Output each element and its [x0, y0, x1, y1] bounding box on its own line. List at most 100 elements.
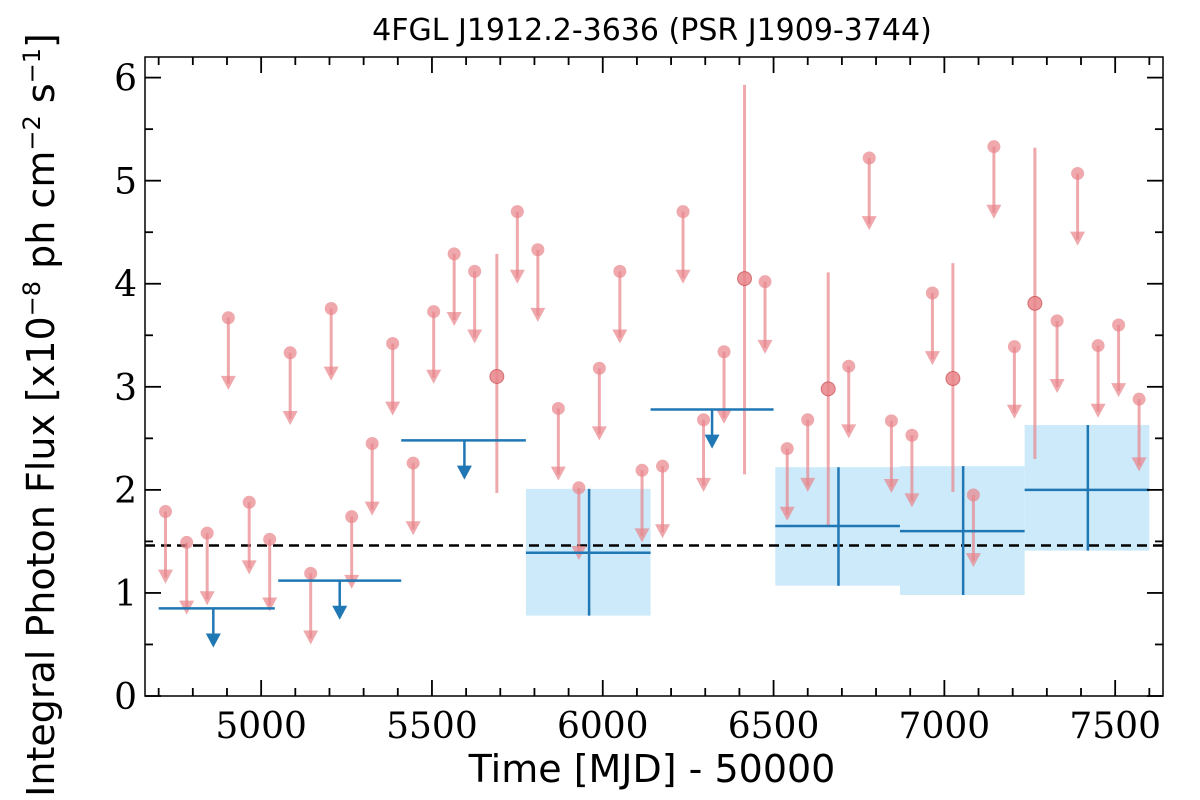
- y-axis-label-exponent: −8: [18, 281, 46, 316]
- data-point: [510, 205, 524, 219]
- upper-limit-arrow: [883, 478, 899, 493]
- data-point: [531, 243, 545, 257]
- x-tick-label: 7500: [1069, 706, 1161, 747]
- data-point: [324, 301, 338, 315]
- y-axis-label-unit: s: [19, 83, 63, 115]
- data-point: [801, 413, 815, 427]
- upper-limit-arrow: [405, 521, 421, 536]
- upper-limit-arrow: [965, 553, 981, 568]
- data-point: [572, 481, 586, 495]
- x-axis-label: Time [MJD] - 50000: [468, 747, 836, 791]
- upper-limit-arrow: [904, 493, 920, 508]
- y-tick-label: 3: [114, 368, 137, 409]
- data-point: [1007, 340, 1021, 354]
- data-point: [1091, 339, 1105, 353]
- data-point: [180, 535, 194, 549]
- upper-limit-arrow: [282, 410, 298, 425]
- upper-limit-arrow: [841, 424, 857, 439]
- upper-limit-arrow: [1006, 404, 1022, 419]
- upper-limit-arrow: [704, 434, 720, 449]
- y-tick-label: 6: [114, 59, 137, 100]
- data-point: [386, 337, 400, 351]
- upper-limit-arrow: [530, 307, 546, 322]
- y-axis-label: Integral Photon Flux [x10−8 ph cm−2 s−1]: [18, 33, 63, 797]
- upper-limit-arrow: [426, 369, 442, 384]
- data-point: [283, 346, 297, 360]
- upper-limit-arrow: [1070, 231, 1086, 246]
- data-point: [551, 401, 565, 415]
- upper-limit-arrow: [716, 409, 732, 424]
- y-tick-label: 4: [114, 265, 137, 306]
- upper-limit-arrow: [509, 269, 525, 284]
- data-point: [447, 247, 461, 261]
- upper-limit-arrow: [1131, 457, 1147, 472]
- upper-limit-arrow: [262, 597, 278, 612]
- data-point: [1050, 314, 1064, 328]
- upper-limit-arrow: [323, 366, 339, 381]
- data-point: [656, 459, 670, 473]
- y-tick-label: 5: [114, 162, 137, 203]
- data-point: [345, 510, 359, 524]
- tick-labels: 5000 5500 6000 6500 7000 7500 0 1 2 3 4 5 6: [114, 59, 1161, 747]
- upper-limit-arrow: [655, 524, 671, 539]
- data-point: [676, 205, 690, 219]
- upper-limit-arrow: [591, 426, 607, 441]
- upper-limit-arrow: [157, 569, 173, 584]
- upper-limit-arrow: [612, 329, 628, 344]
- data-point: [925, 286, 939, 300]
- data-point: [945, 371, 961, 387]
- data-point: [158, 505, 172, 519]
- data-point: [406, 456, 420, 470]
- data-point: [1132, 392, 1146, 406]
- data-point: [304, 566, 318, 580]
- axis-ticks: [145, 57, 1163, 697]
- plot-frame: [144, 56, 1164, 697]
- upper-limit-arrow: [1049, 378, 1065, 393]
- upper-limit-arrow: [779, 506, 795, 521]
- upper-limit-arrow: [696, 477, 712, 492]
- data-point: [1071, 166, 1085, 180]
- data-point: [758, 275, 772, 289]
- y-axis-label-exponent: −2: [18, 115, 46, 150]
- upper-limit-arrow: [800, 477, 816, 492]
- y-axis-label-text: Integral Photon Flux [x10: [19, 316, 63, 797]
- upper-limit-arrow: [861, 216, 877, 231]
- data-point: [489, 369, 505, 384]
- data-point: [820, 381, 836, 397]
- data-point: [200, 526, 214, 540]
- upper-limit-arrow: [986, 204, 1002, 219]
- data-point: [987, 140, 1001, 154]
- y-tick-label: 1: [114, 574, 137, 615]
- long-bin-series: [158, 408, 1150, 648]
- upper-limit-arrow: [924, 351, 940, 366]
- chart-title: 4FGL J1912.2-3636 (PSR J1909-3744): [372, 13, 932, 48]
- y-axis-label-bracket: ]: [19, 33, 63, 48]
- data-point: [1112, 318, 1126, 332]
- upper-limit-arrow: [467, 329, 483, 344]
- data-point: [242, 495, 256, 509]
- data-point: [365, 436, 379, 450]
- upper-limit-arrow: [205, 633, 221, 648]
- data-point: [263, 532, 277, 546]
- data-point: [427, 305, 441, 319]
- upper-limit-arrow: [332, 605, 348, 620]
- upper-limit-arrow: [241, 560, 257, 575]
- short-bin-series: [157, 84, 1147, 645]
- y-tick-label: 2: [114, 471, 137, 512]
- data-point: [697, 413, 711, 427]
- data-point: [221, 311, 235, 325]
- y-axis-label-unit: ph cm: [19, 151, 63, 281]
- data-point: [592, 361, 606, 375]
- upper-limit-arrow: [303, 630, 319, 645]
- data-point: [780, 442, 794, 456]
- upper-limit-arrow: [199, 591, 215, 606]
- upper-limit-arrow: [757, 339, 773, 354]
- data-point: [635, 463, 649, 477]
- data-point: [1027, 295, 1043, 311]
- y-tick-label: 0: [114, 677, 137, 718]
- upper-limit-arrow: [364, 501, 380, 516]
- upper-limit-arrow: [1111, 383, 1127, 398]
- x-tick-label: 5000: [215, 706, 307, 747]
- x-tick-label: 6000: [557, 706, 649, 747]
